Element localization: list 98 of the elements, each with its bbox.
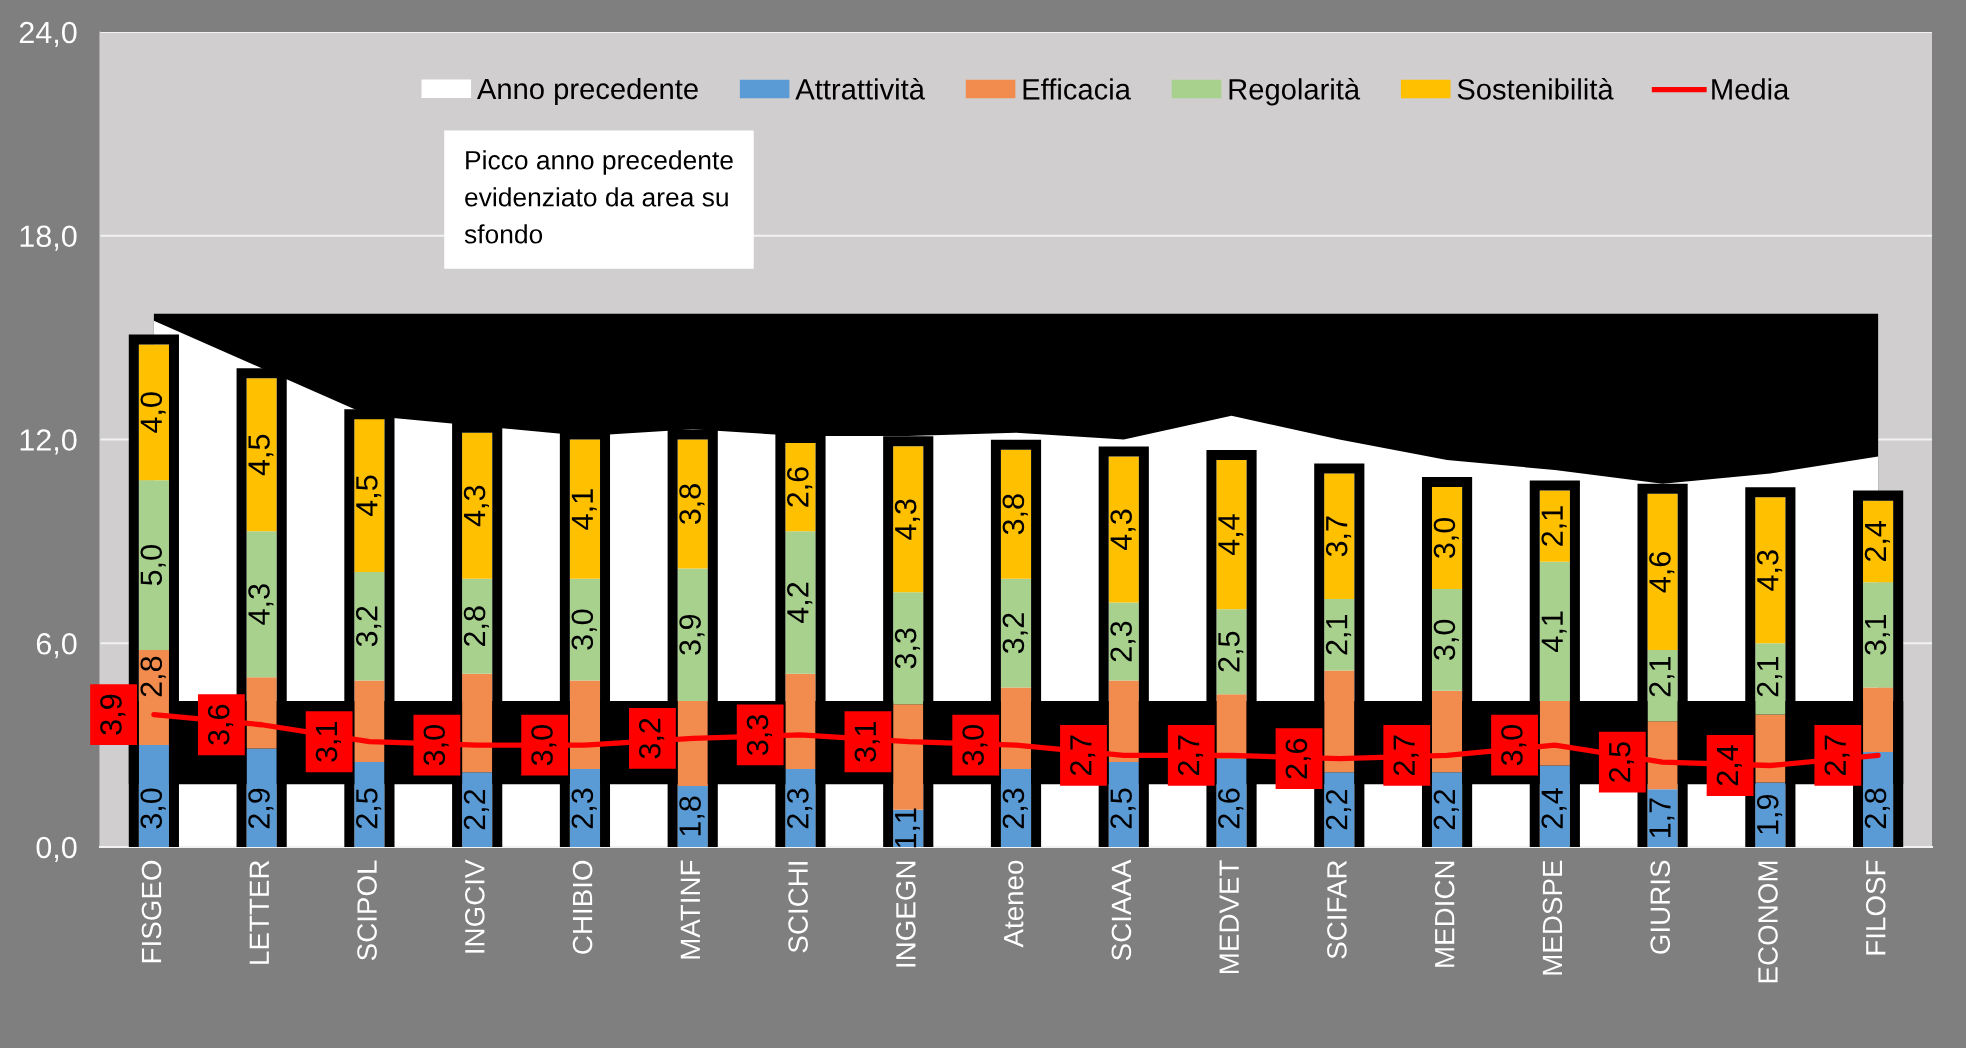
- data-label: 2,7: [1070, 735, 1096, 776]
- data-label: 3,8: [1002, 494, 1028, 535]
- data-label: 3,0: [531, 725, 557, 766]
- x-tick-label: MEDSPE: [1542, 860, 1563, 975]
- data-label: 1,1: [895, 808, 921, 848]
- data-label: 3,3: [746, 715, 772, 756]
- data-label: 4,3: [463, 485, 489, 527]
- data-label: 2,1: [1649, 656, 1675, 697]
- x-tick-label: SCICHI: [788, 862, 808, 953]
- y-tick-label: 0,0: [36, 836, 77, 862]
- data-label: 4,1: [1541, 611, 1567, 652]
- data-label: 2,2: [463, 789, 489, 830]
- data-label: 2,7: [1177, 735, 1204, 776]
- x-tick-label: ECONOM: [1758, 861, 1778, 983]
- data-label: 2,5: [1218, 631, 1244, 672]
- data-label: 1,8: [679, 796, 705, 836]
- data-label: 3,1: [315, 721, 341, 762]
- data-label: 3,1: [854, 721, 880, 762]
- data-label: 2,3: [571, 788, 597, 829]
- data-label: 3,2: [638, 718, 665, 759]
- x-tick-label: INGEGN: [896, 861, 916, 967]
- x-tick-label: SCIFAR: [1327, 860, 1347, 959]
- data-label: 3,3: [894, 628, 921, 669]
- legend-label: Media: [1712, 78, 1790, 100]
- data-label: 3,0: [962, 725, 988, 766]
- data-label: 3,2: [1002, 613, 1028, 654]
- x-tick-label: GIURIS: [1650, 860, 1671, 954]
- x-tick-label: FILOSF: [1865, 860, 1886, 955]
- data-label: 4,1: [571, 489, 597, 530]
- data-label: 3,6: [207, 704, 234, 745]
- x-tick-label: CHIBIO: [572, 860, 593, 954]
- data-label: 3,9: [100, 694, 126, 735]
- data-label: 2,6: [1218, 788, 1244, 829]
- data-label: 4,3: [248, 584, 274, 625]
- data-label: 3,0: [140, 788, 166, 829]
- data-label: 2,3: [787, 788, 813, 829]
- x-tick-label: Ateneo: [1004, 860, 1024, 948]
- data-label: 5,0: [140, 545, 166, 586]
- data-label: 3,2: [355, 606, 382, 647]
- data-label: 4,4: [1218, 514, 1244, 556]
- y-tick-label: 12,0: [20, 429, 77, 455]
- data-label: 3,0: [1433, 619, 1459, 660]
- data-label: 2,1: [1756, 656, 1783, 697]
- data-label: 2,6: [1285, 738, 1311, 779]
- data-label: 4,2: [787, 582, 813, 624]
- data-label: 1,7: [1649, 798, 1675, 838]
- data-label: 2,4: [1541, 788, 1567, 829]
- data-label: 2,3: [1110, 621, 1136, 662]
- data-label: 4,6: [1649, 552, 1675, 593]
- data-label: 2,8: [463, 606, 489, 646]
- x-tick-label: LETTER: [249, 860, 269, 964]
- y-tick-label: 6,0: [36, 632, 77, 659]
- data-label: 4,0: [140, 392, 166, 433]
- data-label: 2,3: [1002, 788, 1028, 829]
- data-label: 4,3: [1110, 509, 1136, 551]
- data-label: 3,1: [1864, 615, 1890, 655]
- legend-label: Attrattività: [795, 77, 925, 100]
- data-label: 3,0: [571, 609, 597, 650]
- annotation: Picco anno precedente evidenziato da area su sfondo: [464, 150, 733, 244]
- data-label: 4,3: [1756, 550, 1783, 591]
- data-label: 3,7: [1325, 516, 1352, 557]
- data-label: 3,9: [679, 614, 705, 655]
- data-label: 2,1: [1325, 615, 1352, 655]
- x-tick-label: MATINF: [680, 860, 700, 959]
- x-tick-label: INGCIV: [464, 859, 485, 953]
- data-label: 3,0: [1433, 517, 1459, 559]
- data-label: 4,5: [356, 475, 382, 517]
- data-label: 4,3: [894, 499, 921, 540]
- data-label: 3,0: [1501, 725, 1527, 766]
- data-label: 3,0: [423, 725, 449, 766]
- data-label: 2,4: [1716, 745, 1742, 786]
- data-label: 2,8: [1864, 788, 1890, 829]
- data-label: 2,5: [355, 788, 382, 829]
- x-tick-label: SCIAAA: [1111, 859, 1132, 961]
- data-label: 3,8: [679, 484, 705, 525]
- x-tick-label: SCIPOL: [357, 860, 377, 961]
- x-tick-label: FISGEO: [141, 860, 162, 963]
- data-label: 2,9: [248, 788, 274, 829]
- data-label: 2,1: [1541, 506, 1567, 546]
- data-label: 1,9: [1756, 794, 1783, 834]
- legend-label: Anno precedente: [476, 77, 698, 106]
- legend-label: Sostenibilità: [1457, 77, 1614, 100]
- data-label: 2,6: [787, 467, 813, 507]
- data-label: 4,5: [248, 434, 274, 476]
- data-label: 2,2: [1325, 789, 1352, 830]
- x-tick-label: MEDICN: [1434, 861, 1455, 967]
- data-label: 2,2: [1433, 789, 1459, 830]
- data-label: 2,8: [140, 656, 166, 697]
- y-tick-label: 24,0: [19, 21, 77, 47]
- data-label: 2,5: [1110, 788, 1136, 829]
- legend-label: Efficacia: [1023, 78, 1131, 100]
- x-tick-label: MEDVET: [1219, 860, 1239, 973]
- y-tick-label: 18,0: [20, 225, 77, 251]
- legend-label: Regolarità: [1229, 77, 1361, 106]
- data-label: 2,7: [1824, 735, 1850, 776]
- data-label: 2,5: [1608, 742, 1635, 782]
- data-label: 2,7: [1393, 735, 1419, 776]
- data-label: 2,4: [1864, 521, 1890, 562]
